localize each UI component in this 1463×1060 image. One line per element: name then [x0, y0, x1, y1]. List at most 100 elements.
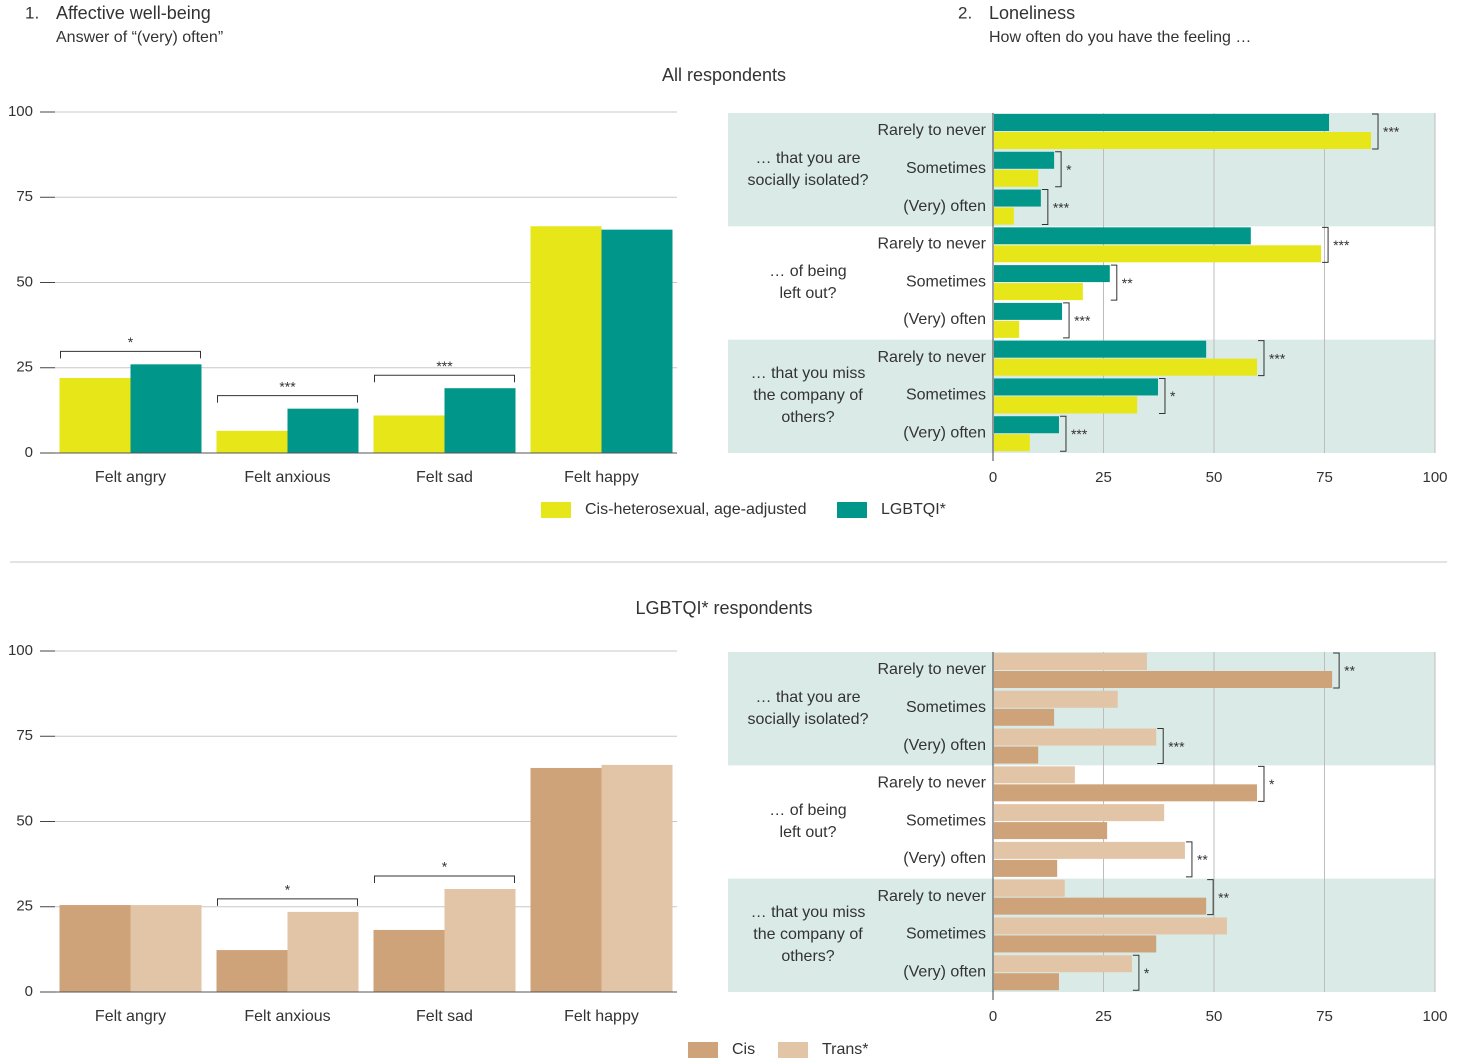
significance-label: *** [1071, 426, 1088, 442]
legend-swatch [688, 1042, 718, 1058]
y-tick-label: 0 [25, 444, 33, 461]
y-tick-label: Rarely to never [878, 775, 987, 792]
significance-bracket [1055, 151, 1062, 188]
significance-label: *** [1383, 124, 1400, 140]
x-tick-label: 100 [1422, 469, 1447, 486]
bar [994, 416, 1059, 434]
y-tick-label: Sometimes [906, 273, 986, 290]
significance-bracket [1322, 226, 1329, 263]
bar [373, 415, 445, 453]
significance-bracket [1207, 879, 1214, 916]
significance-label: * [442, 859, 448, 875]
bar [59, 377, 131, 453]
bar [59, 905, 131, 992]
significance-bracket [1059, 415, 1067, 452]
group-label: … of being left out? [769, 263, 847, 302]
bar [130, 364, 202, 453]
significance-label: ** [1197, 852, 1208, 868]
significance-label: ** [1122, 275, 1133, 291]
y-tick-label: Sometimes [906, 812, 986, 829]
bar [994, 396, 1138, 414]
y-tick-label: 100 [8, 642, 33, 659]
bar [216, 950, 288, 992]
group-band [728, 113, 1435, 227]
x-tick-label: Felt happy [564, 1008, 639, 1025]
bar [994, 879, 1065, 897]
bar [994, 114, 1330, 131]
x-tick-label: 0 [989, 469, 997, 486]
bar [994, 265, 1110, 283]
significance-bracket [1185, 841, 1193, 878]
x-tick-label: 50 [1206, 469, 1223, 486]
bar [994, 766, 1075, 784]
y-tick-label: (Very) often [903, 198, 986, 215]
significance-label: *** [1053, 199, 1070, 215]
section-heading: All respondents [662, 65, 786, 85]
significance-label: *** [436, 358, 453, 374]
y-tick-label: Rarely to never [878, 122, 987, 139]
bar [994, 804, 1165, 822]
significance-label: * [1066, 161, 1072, 177]
significance-label: ** [1344, 663, 1355, 679]
x-tick-label: Felt happy [564, 469, 639, 486]
y-tick-label: (Very) often [903, 424, 986, 441]
y-tick-label: 25 [16, 898, 33, 915]
significance-label: *** [1333, 237, 1350, 253]
group-label: … that you are socially isolated? [747, 149, 869, 189]
y-tick-label: (Very) often [903, 737, 986, 754]
significance-bracket [217, 898, 358, 906]
bar [994, 917, 1227, 935]
bar [601, 229, 673, 453]
legend-swatch [778, 1042, 808, 1058]
y-tick-label: 75 [16, 188, 33, 205]
bar [994, 690, 1118, 708]
y-tick-label: (Very) often [903, 963, 986, 980]
significance-bracket [1257, 765, 1265, 802]
bar [994, 227, 1251, 245]
y-tick-label: 100 [8, 103, 33, 120]
bar [994, 708, 1055, 726]
bar [994, 378, 1158, 396]
bar [994, 784, 1257, 802]
y-tick-label: Rarely to never [878, 661, 987, 678]
significance-bracket [1041, 189, 1049, 226]
y-tick-label: (Very) often [903, 850, 986, 867]
significance-bracket [1257, 340, 1265, 377]
significance-label: *** [1269, 350, 1286, 366]
bar [530, 226, 602, 453]
y-tick-label: Rarely to never [878, 236, 987, 253]
panel-number: 1. [25, 3, 39, 22]
significance-bracket [1158, 377, 1166, 414]
bar [994, 169, 1039, 187]
y-tick-label: Rarely to never [878, 888, 987, 905]
bar [994, 746, 1039, 764]
bar [444, 889, 516, 992]
y-tick-label: Sometimes [906, 387, 986, 404]
bar [994, 302, 1063, 320]
significance-bracket [60, 350, 201, 359]
group-band [728, 878, 1435, 992]
y-tick-label: Sometimes [906, 160, 986, 177]
significance-bracket [1110, 264, 1118, 301]
y-tick-label: Sometimes [906, 926, 986, 943]
panel-number: 2. [958, 3, 972, 22]
significance-label: ** [1218, 889, 1229, 905]
bar [530, 767, 602, 992]
bar [994, 132, 1372, 149]
panel-title: Affective well-being [56, 3, 211, 23]
x-tick-label: Felt angry [95, 469, 166, 486]
legend-label: Cis [732, 1041, 755, 1058]
bar [994, 728, 1157, 746]
significance-bracket [374, 875, 515, 884]
bar [994, 283, 1083, 301]
significance-label: *** [279, 378, 296, 394]
significance-bracket [217, 395, 358, 403]
legend-label: LGBTQI* [881, 501, 946, 518]
bar [444, 388, 516, 453]
significance-bracket [374, 374, 515, 383]
x-tick-label: 25 [1095, 1008, 1112, 1025]
bar [994, 245, 1322, 263]
x-tick-label: Felt sad [416, 469, 473, 486]
bar [216, 430, 288, 453]
y-tick-label: 50 [16, 812, 33, 829]
